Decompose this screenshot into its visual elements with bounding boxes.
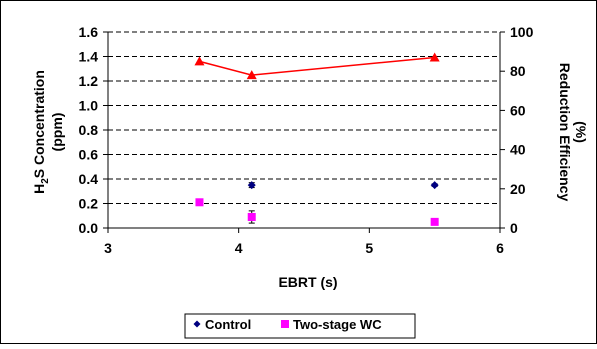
data-point-control [247, 181, 256, 190]
y-left-tick-label: 0.6 [79, 147, 99, 163]
y-axis-right-unit: (%) [573, 121, 589, 143]
y-axis-left-unit: (ppm) [49, 113, 65, 152]
y-right-tick-label: 80 [510, 63, 526, 79]
series-marks [194, 52, 440, 226]
data-point-efficiency [194, 56, 205, 66]
data-point-two-stage-wc [195, 198, 204, 207]
x-tick-label: 6 [496, 240, 504, 256]
data-point-two-stage-wc [430, 217, 439, 226]
y-left-tick-label: 1.4 [79, 49, 99, 65]
x-tick-label: 4 [235, 240, 243, 256]
legend: Control Two-stage WC [184, 313, 416, 339]
legend-marker-control [193, 320, 201, 328]
gridlines [108, 31, 500, 204]
legend-box [184, 313, 416, 339]
y-axis-right-label: Reduction Efficiency [557, 63, 573, 202]
y-right-tick-label: 60 [510, 102, 526, 118]
legend-marker-two-stage-wc [281, 320, 289, 328]
legend-label-two-stage-wc: Two-stage WC [293, 317, 382, 332]
y-right-tick-label: 100 [510, 24, 534, 40]
y-left-tick-label: 1.0 [79, 98, 99, 114]
data-point-efficiency [246, 70, 257, 80]
y-left-tick-label: 0.2 [79, 196, 99, 212]
axes: 3 4 5 6 0.0 0.2 0.4 0.6 0.8 1.0 1.2 1.4 1.6 0 20 40 60 80… [79, 24, 534, 256]
data-point-two-stage-wc [247, 212, 256, 221]
y-right-tick-label: 0 [510, 220, 518, 236]
x-tick-label: 3 [104, 240, 112, 256]
y-left-tick-label: 0.4 [79, 171, 99, 187]
y-right-tick-label: 40 [510, 142, 526, 158]
y-right-tick-label: 20 [510, 181, 526, 197]
y-axis-left-label: H2S Concentration [31, 70, 51, 194]
data-point-efficiency [429, 52, 440, 62]
x-axis-label: EBRT (s) [278, 274, 337, 290]
y-left-tick-label: 0.8 [79, 122, 99, 138]
y-left-tick-label: 1.6 [79, 24, 99, 40]
y-left-tick-label: 1.2 [79, 73, 99, 89]
x-tick-label: 5 [365, 240, 373, 256]
data-point-control [430, 181, 439, 190]
legend-label-control: Control [205, 317, 251, 332]
y-left-tick-label: 0.0 [79, 220, 99, 236]
